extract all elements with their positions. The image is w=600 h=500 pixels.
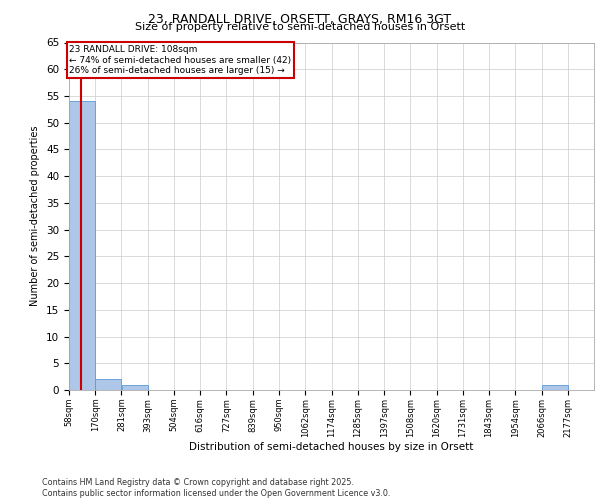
Text: Size of property relative to semi-detached houses in Orsett: Size of property relative to semi-detach… [135, 22, 465, 32]
Text: 23, RANDALL DRIVE, ORSETT, GRAYS, RM16 3GT: 23, RANDALL DRIVE, ORSETT, GRAYS, RM16 3… [148, 12, 452, 26]
Bar [95, 380, 121, 390]
Bar [542, 384, 568, 390]
Y-axis label: Number of semi-detached properties: Number of semi-detached properties [31, 126, 40, 306]
Text: Contains HM Land Registry data © Crown copyright and database right 2025.
Contai: Contains HM Land Registry data © Crown c… [42, 478, 391, 498]
X-axis label: Distribution of semi-detached houses by size in Orsett: Distribution of semi-detached houses by … [190, 442, 473, 452]
Bar [69, 102, 95, 390]
Bar [122, 384, 148, 390]
Text: 23 RANDALL DRIVE: 108sqm
← 74% of semi-detached houses are smaller (42)
26% of s: 23 RANDALL DRIVE: 108sqm ← 74% of semi-d… [70, 45, 292, 75]
